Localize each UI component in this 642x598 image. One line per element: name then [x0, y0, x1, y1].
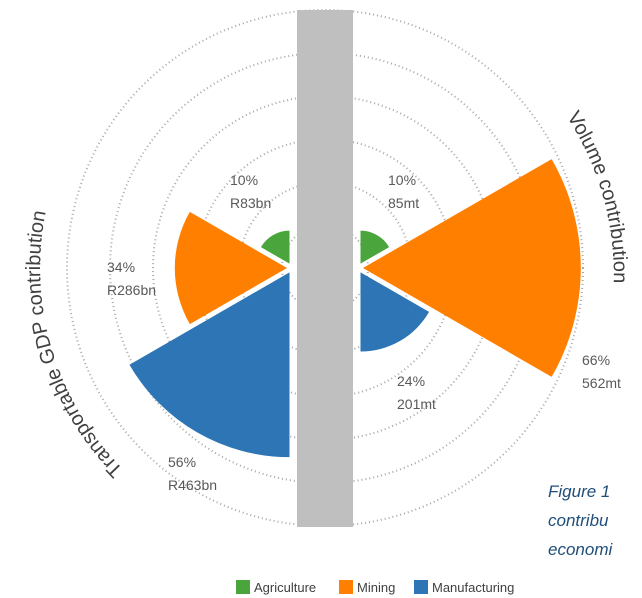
caption-line: Figure 1 [548, 482, 610, 501]
value-label: 34% [107, 259, 135, 275]
wedge [129, 272, 290, 458]
wedges [129, 159, 581, 458]
left-axis-label: Transportable GDP contribution [23, 209, 127, 482]
legend-label: Mining [357, 580, 395, 595]
legend-swatch [414, 580, 428, 594]
value-label: 66% [582, 352, 610, 368]
detail-label: R83bn [230, 195, 271, 211]
detail-label: R463bn [168, 477, 217, 493]
wedge [260, 230, 290, 264]
wedge [360, 230, 390, 264]
detail-label: R286bn [107, 282, 156, 298]
value-label: 24% [397, 373, 425, 389]
wedge [360, 272, 430, 352]
legend-label: Manufacturing [432, 580, 514, 595]
value-label: 56% [168, 454, 196, 470]
value-label: 10% [388, 172, 416, 188]
legend-label: Agriculture [254, 580, 316, 595]
left-axis-label-path: Transportable GDP contribution [23, 209, 127, 482]
detail-label: 562mt [582, 375, 621, 391]
legend-swatch [339, 580, 353, 594]
legend: Agriculture Mining Manufacturing [236, 580, 514, 595]
detail-label: 85mt [388, 195, 419, 211]
grid-circle [66, 9, 584, 527]
legend-swatch [236, 580, 250, 594]
value-label: 10% [230, 172, 258, 188]
wedge [174, 211, 287, 325]
detail-label: 201mt [397, 396, 436, 412]
data-labels: 10% R83bn 34% R286bn 56% R463bn 10% 85mt 66% 562m… [107, 172, 621, 493]
center-bar [297, 10, 353, 527]
wedge [363, 159, 581, 377]
caption-line: economi [548, 540, 613, 559]
caption-line: contribu [548, 511, 609, 530]
